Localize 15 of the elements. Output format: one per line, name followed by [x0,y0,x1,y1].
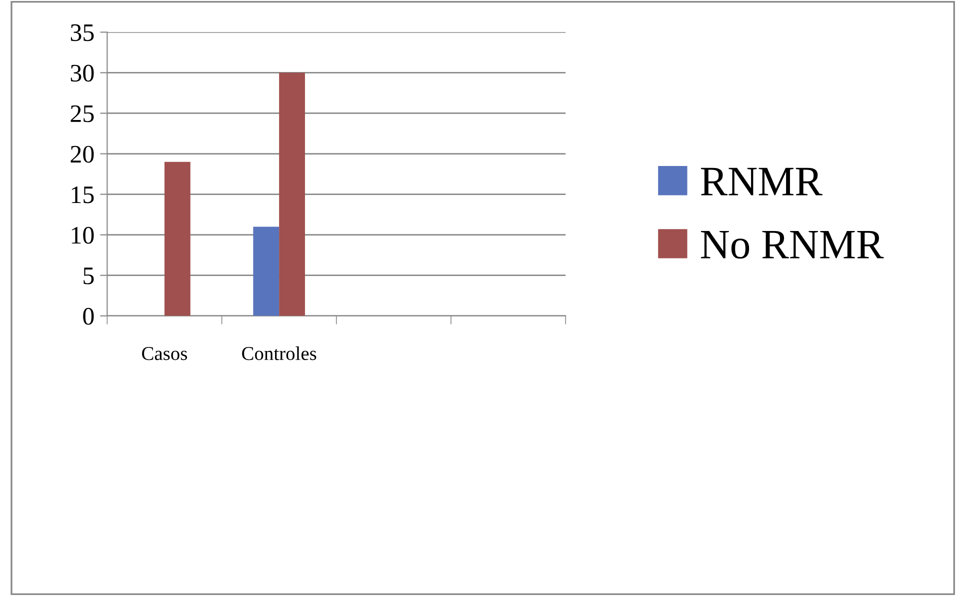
y-tick-label: 35 [70,24,94,42]
y-tick-label: 5 [84,268,94,284]
y-tick-label: 10 [72,226,94,244]
y-tick-label: 0 [83,308,94,325]
bar [279,72,305,316]
legend-label: RNMR [700,168,822,196]
y-tick-label: 25 [70,105,94,122]
y-tick-label: 30 [70,64,94,82]
y-tick-label: 20 [70,146,94,163]
y-tick-label: 15 [72,186,94,204]
bar [253,226,280,316]
legend-label: No RNMR [700,230,884,259]
bar [164,162,190,316]
x-tick-label: Casos [142,347,188,360]
x-tick-label: Controles [242,346,316,360]
